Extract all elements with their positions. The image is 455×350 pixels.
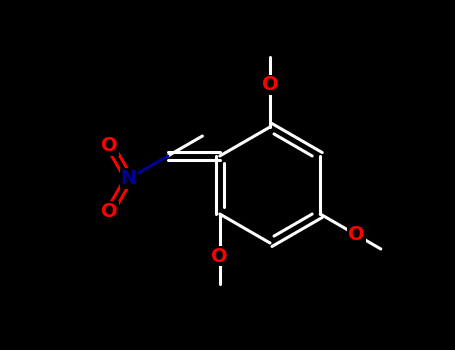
Text: N: N	[121, 169, 137, 188]
Text: O: O	[101, 136, 118, 155]
Text: O: O	[348, 225, 365, 245]
Text: O: O	[262, 76, 278, 94]
Text: O: O	[101, 202, 118, 221]
Text: O: O	[212, 246, 228, 266]
